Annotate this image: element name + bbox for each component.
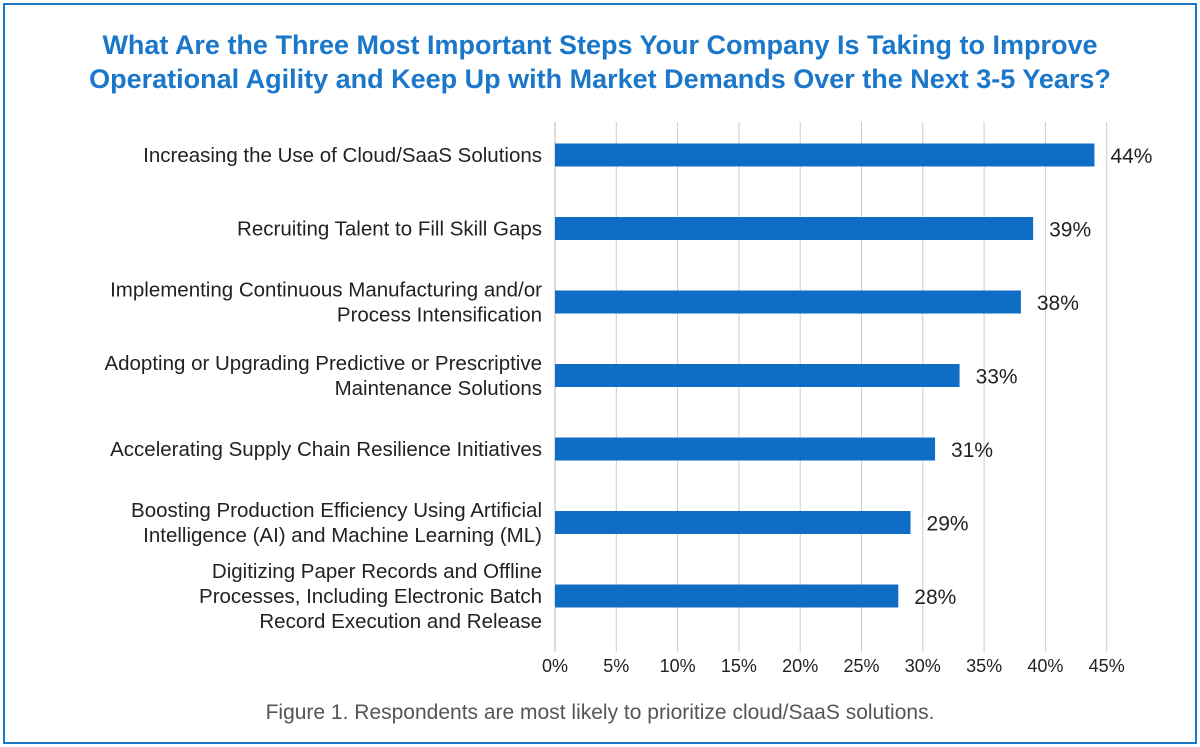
x-tick-label: 45% (1089, 656, 1125, 676)
bar-value-label: 31% (951, 439, 993, 462)
category-label-line: Intelligence (AI) and Machine Learning (… (143, 524, 542, 547)
x-tick-label: 40% (1027, 656, 1063, 676)
bar (555, 143, 1095, 167)
category-label: Recruiting Talent to Fill Skill Gaps (237, 218, 542, 241)
category-label-line: Process Intensification (337, 304, 542, 327)
bar-chart: 44% Increasing the Use of Cloud/SaaS Solu… (104, 122, 1152, 676)
tick-layer: 0% 5% 10% 15% 20% 25% 30% 35% 40% 45% (542, 656, 1125, 676)
bar-value-label: 33% (976, 366, 1018, 389)
bar-value-label: 28% (914, 586, 956, 609)
bar-value-label: 29% (927, 513, 969, 536)
label-layer: 44% Increasing the Use of Cloud/SaaS Solu… (104, 144, 1152, 633)
bar (555, 217, 1034, 240)
category-label-line: Recruiting Talent to Fill Skill Gaps (237, 218, 542, 241)
category-label-line: Digitizing Paper Records and Offline (212, 560, 542, 583)
bar (555, 437, 936, 461)
category-label-line: Adopting or Upgrading Predictive or Pres… (104, 352, 542, 375)
category-label: Implementing Continuous Manufacturing an… (110, 279, 542, 327)
x-tick-label: 35% (966, 656, 1002, 676)
x-tick-label: 25% (843, 656, 879, 676)
category-label: Boosting Production Efficiency Using Art… (131, 499, 542, 547)
bar-value-label: 44% (1110, 145, 1152, 168)
x-tick-label: 5% (603, 656, 629, 676)
figure-caption: Figure 1. Respondents are most likely to… (265, 701, 935, 724)
x-tick-label: 10% (660, 656, 696, 676)
x-tick-label: 15% (721, 656, 757, 676)
category-label-line: Accelerating Supply Chain Resilience Ini… (110, 438, 542, 461)
bar (555, 584, 899, 608)
category-label-line: Boosting Production Efficiency Using Art… (131, 499, 542, 522)
chart-title-line-2: Operational Agility and Keep Up with Mar… (89, 64, 1111, 94)
bar (555, 511, 911, 534)
category-label-line: Maintenance Solutions (335, 377, 542, 400)
x-tick-label: 20% (782, 656, 818, 676)
x-tick-label: 30% (905, 656, 941, 676)
bar-layer (555, 143, 1095, 608)
bar (555, 290, 1021, 314)
category-label-line: Implementing Continuous Manufacturing an… (110, 279, 542, 302)
bar-value-label: 38% (1037, 292, 1079, 315)
category-label: Adopting or Upgrading Predictive or Pres… (104, 352, 542, 400)
category-label-line: Processes, Including Electronic Batch (199, 585, 542, 608)
x-tick-label: 0% (542, 656, 568, 676)
bar (555, 364, 960, 387)
chart-title-line-1: What Are the Three Most Important Steps … (102, 30, 1098, 60)
category-label: Increasing the Use of Cloud/SaaS Solutio… (143, 144, 542, 167)
category-label-line: Record Execution and Release (259, 610, 542, 633)
chart-title: What Are the Three Most Important Steps … (0, 28, 1200, 96)
category-label-line: Increasing the Use of Cloud/SaaS Solutio… (143, 144, 542, 167)
category-label: Digitizing Paper Records and Offline Proc… (199, 560, 542, 633)
bar-value-label: 39% (1049, 219, 1091, 242)
category-label: Accelerating Supply Chain Resilience Ini… (110, 438, 542, 461)
